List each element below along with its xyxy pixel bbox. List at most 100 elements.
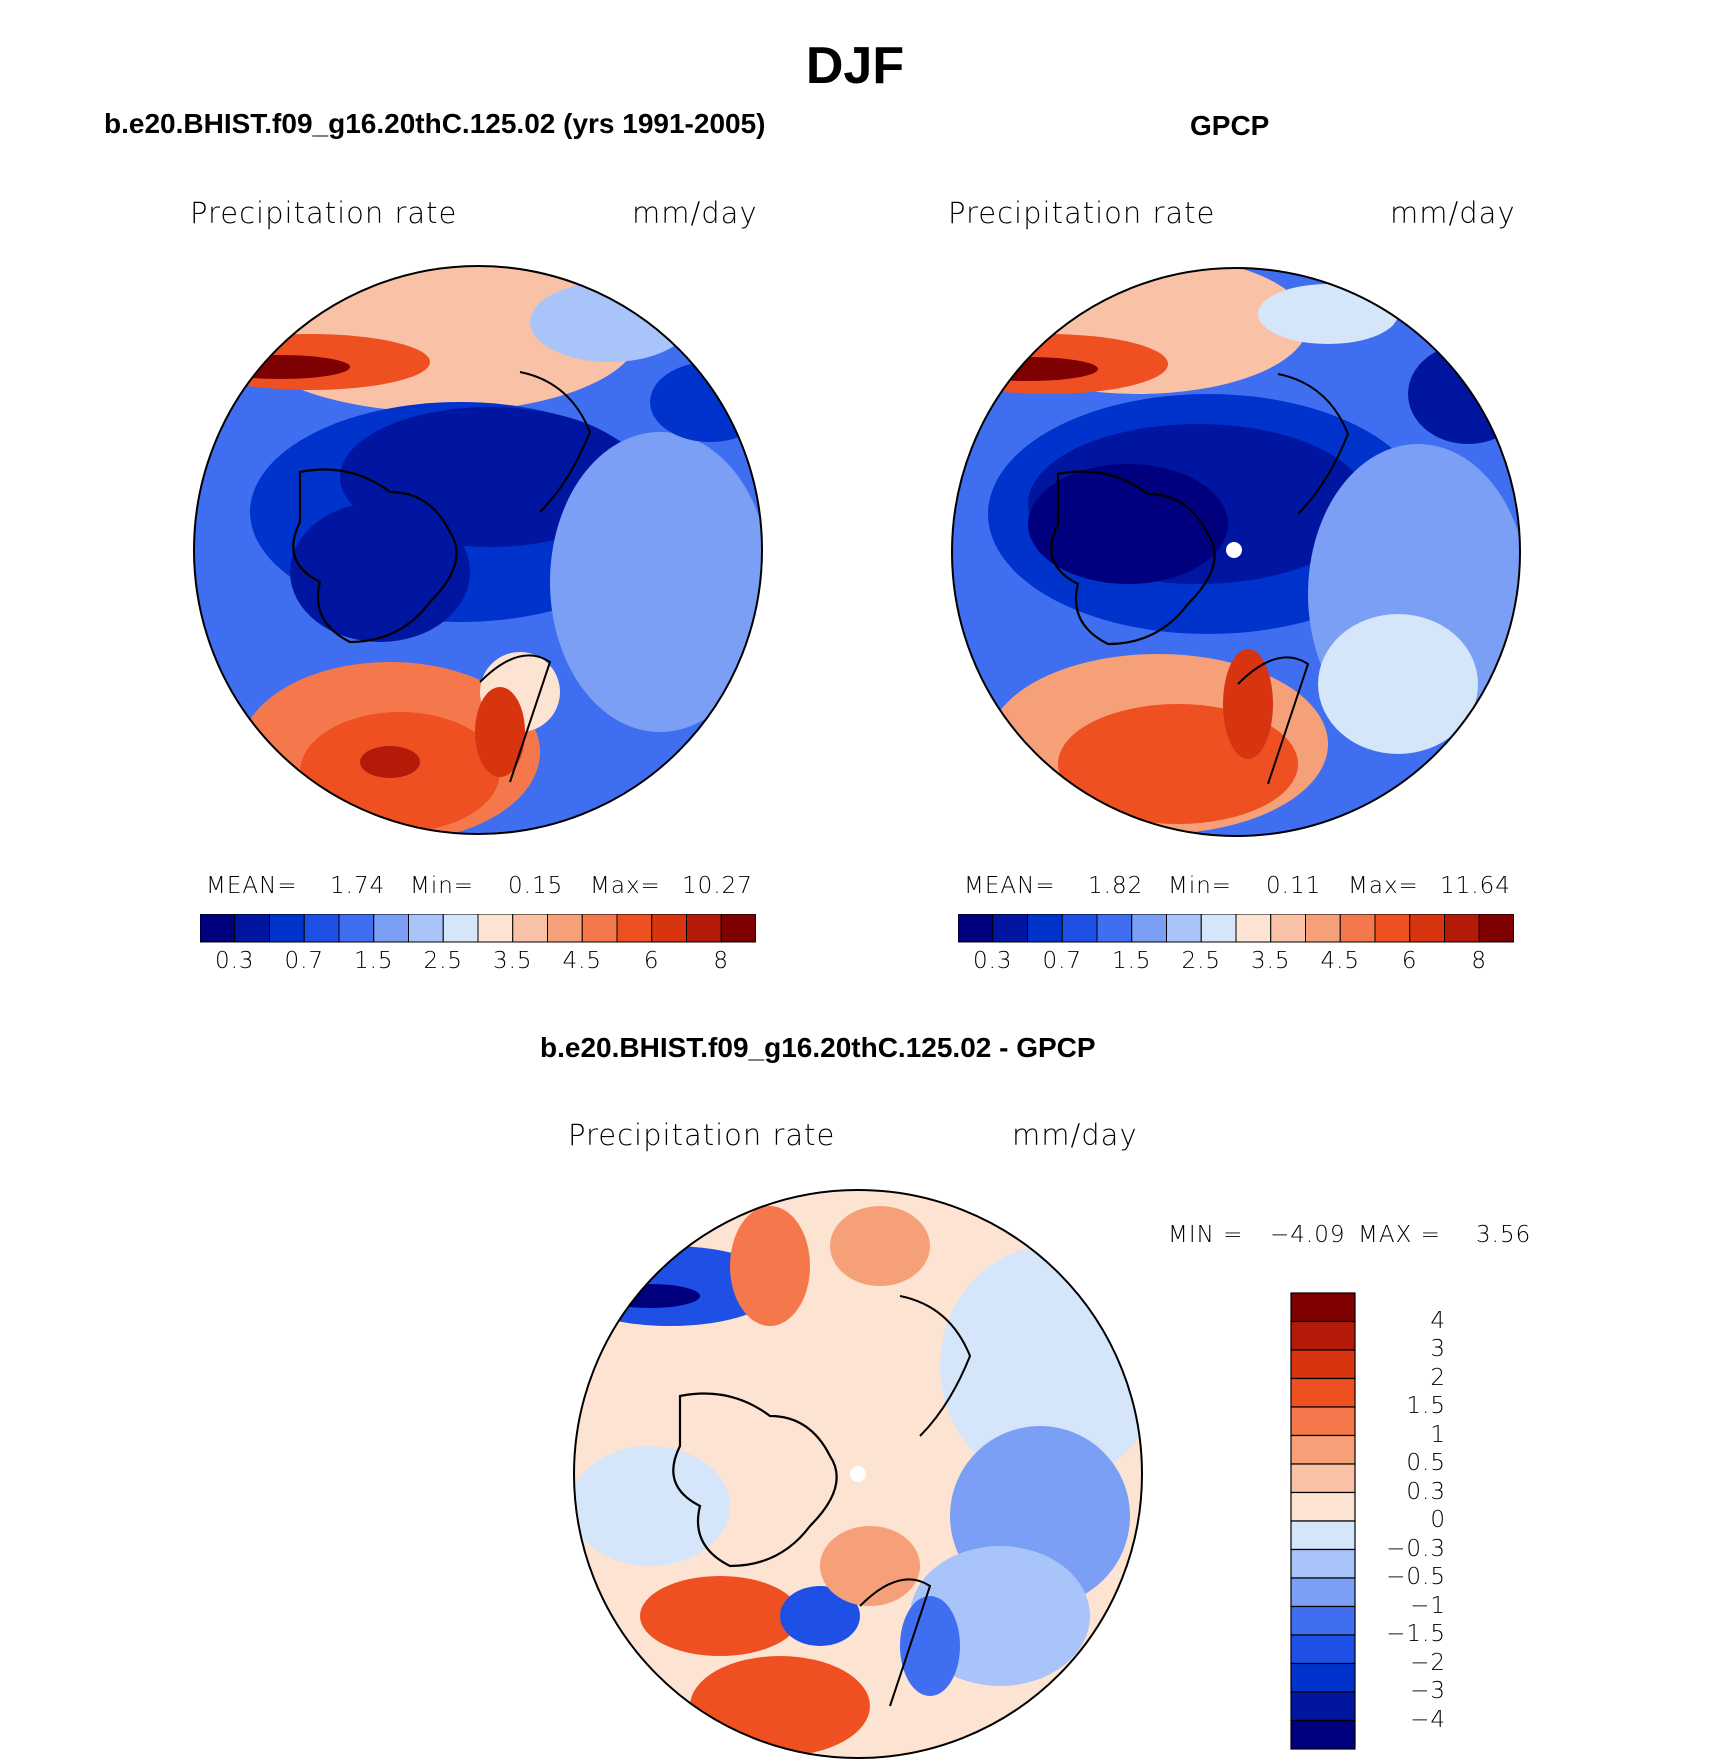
colorbar-box	[408, 914, 444, 943]
panel-diff-max: 3.56	[1476, 1222, 1532, 1248]
panel-model-variable: Precipitation rate	[190, 196, 458, 230]
panel-obs-units: mm/day	[1390, 196, 1516, 230]
panel-model-max-label: Max=	[590, 873, 661, 899]
panel-model-max: 10.27	[682, 873, 753, 899]
colorbar-box	[1235, 914, 1272, 943]
colorbar-tick-label: 1.5	[1406, 1393, 1446, 1419]
colorbar-box	[1027, 914, 1063, 943]
panel-model-mean: 1.74	[330, 873, 386, 899]
colorbar-box	[1374, 914, 1411, 943]
colorbar-box	[1290, 1691, 1356, 1722]
colorbar-tick-label: 0.3	[214, 948, 255, 974]
colorbar-box	[1290, 1463, 1356, 1494]
colorbar-box	[1096, 914, 1133, 943]
panel-obs-variable: Precipitation rate	[948, 196, 1216, 230]
colorbar-box	[1290, 1662, 1356, 1693]
colorbar-tick-label: 0.7	[284, 948, 325, 974]
panel-diff-title: b.e20.BHIST.f09_g16.20thC.125.02 - GPCP	[540, 1032, 1096, 1063]
colorbar-tick-label: 3	[1430, 1336, 1446, 1362]
panel-diff-colorbar	[1290, 1292, 1356, 1750]
colorbar-box	[512, 914, 548, 943]
panel-model-colorbar	[200, 914, 756, 943]
panel-obs-max-label: Max=	[1348, 873, 1419, 899]
colorbar-box	[303, 914, 340, 943]
colorbar-box	[1290, 1634, 1356, 1665]
colorbar-tick-label: 6	[643, 948, 660, 974]
colorbar-tick-label: 3.5	[492, 948, 533, 974]
colorbar-tick-label: 0.3	[972, 948, 1013, 974]
colorbar-box	[651, 914, 687, 943]
colorbar-tick-label: −2	[1410, 1649, 1446, 1676]
colorbar-box	[1290, 1605, 1356, 1636]
colorbar-tick-label: 0	[1430, 1507, 1446, 1533]
colorbar-box	[1290, 1349, 1356, 1380]
colorbar-tick-label: −1.5	[1386, 1621, 1446, 1647]
colorbar-box	[1270, 914, 1306, 943]
colorbar-tick-label: 2.5	[423, 948, 464, 974]
colorbar-tick-label: 6	[1401, 948, 1418, 974]
colorbar-box	[1290, 1377, 1356, 1408]
panel-obs-mean-label: MEAN=	[964, 873, 1056, 899]
colorbar-box	[616, 914, 653, 943]
colorbar-tick-label: 3.5	[1250, 948, 1291, 974]
colorbar-tick-label: 1	[1430, 1421, 1446, 1448]
colorbar-box	[1478, 914, 1514, 943]
colorbar-box	[1290, 1577, 1356, 1608]
colorbar-tick-label: 8	[1471, 948, 1488, 974]
colorbar-box	[373, 914, 409, 943]
colorbar-tick-label: −0.3	[1386, 1535, 1446, 1562]
panel-obs-min: 0.11	[1266, 873, 1322, 899]
colorbar-box	[442, 914, 479, 943]
colorbar-box	[1290, 1491, 1356, 1522]
colorbar-box	[1339, 914, 1376, 943]
colorbar-box	[1166, 914, 1202, 943]
colorbar-box	[686, 914, 722, 943]
colorbar-box	[1290, 1292, 1356, 1323]
colorbar-box	[992, 914, 1028, 943]
panel-model-title: b.e20.BHIST.f09_g16.20thC.125.02 (yrs 19…	[104, 108, 766, 139]
panel-diff-units: mm/day	[1012, 1118, 1138, 1152]
colorbar-tick-label: 4.5	[1320, 948, 1361, 974]
colorbar-box	[269, 914, 305, 943]
colorbar-box	[200, 914, 236, 943]
panel-obs-min-label: Min=	[1168, 873, 1233, 899]
colorbar-tick-label: 0.3	[1406, 1478, 1446, 1505]
colorbar-tick-label: 1.5	[353, 948, 394, 974]
colorbar-box	[1290, 1320, 1356, 1351]
colorbar-box	[1061, 914, 1098, 943]
panel-obs-map	[951, 267, 1521, 837]
panel-obs-colorbar	[958, 914, 1514, 943]
colorbar-box	[338, 914, 375, 943]
panel-model-min-label: Min=	[410, 873, 475, 899]
colorbar-box	[1131, 914, 1167, 943]
colorbar-box	[1409, 914, 1445, 943]
colorbar-tick-label: 0.7	[1042, 948, 1083, 974]
colorbar-box	[547, 914, 583, 943]
panel-model-map	[193, 265, 763, 835]
colorbar-box	[1290, 1520, 1356, 1551]
colorbar-tick-label: 2	[1430, 1364, 1446, 1391]
colorbar-box	[1290, 1548, 1356, 1579]
colorbar-tick-label: 4.5	[562, 948, 603, 974]
colorbar-tick-label: 2.5	[1181, 948, 1222, 974]
panel-diff-min-label: MIN =	[1168, 1222, 1244, 1248]
colorbar-tick-label: 8	[713, 948, 730, 974]
panel-obs-max: 11.64	[1440, 873, 1511, 899]
panel-diff-min: −4.09	[1270, 1222, 1346, 1248]
colorbar-box	[1305, 914, 1341, 943]
panel-diff-max-label: MAX =	[1358, 1222, 1441, 1248]
colorbar-box	[1444, 914, 1480, 943]
colorbar-tick-label: 1.5	[1111, 948, 1152, 974]
colorbar-box	[1200, 914, 1237, 943]
panel-model-mean-label: MEAN=	[206, 873, 298, 899]
colorbar-box	[1290, 1434, 1356, 1465]
colorbar-tick-label: −1	[1410, 1592, 1446, 1619]
colorbar-box	[1290, 1406, 1356, 1437]
colorbar-box	[720, 914, 756, 943]
panel-obs-mean: 1.82	[1088, 873, 1144, 899]
panel-model-min: 0.15	[508, 873, 564, 899]
colorbar-box	[1290, 1719, 1356, 1750]
colorbar-tick-label: 4	[1430, 1307, 1446, 1334]
figure-title: DJF	[805, 37, 905, 95]
panel-model-units: mm/day	[632, 196, 758, 230]
